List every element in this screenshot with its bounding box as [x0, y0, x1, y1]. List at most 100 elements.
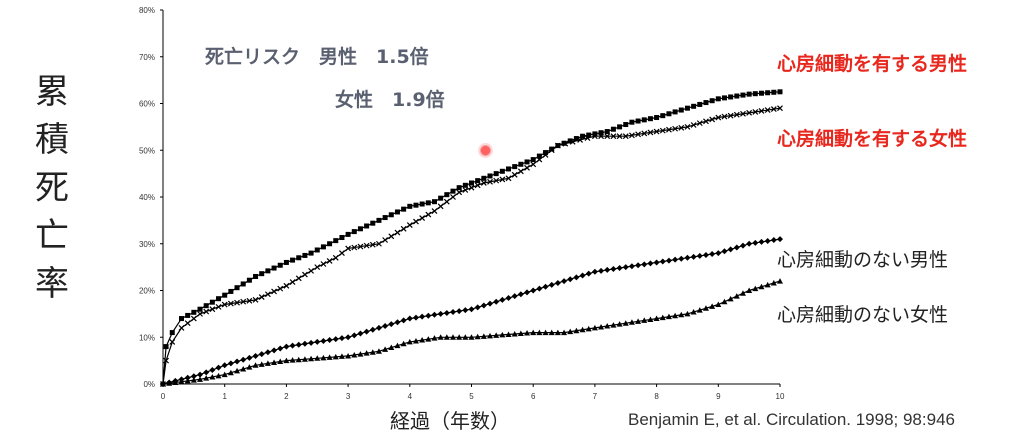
data-point-af-female	[178, 324, 185, 331]
data-point-af-male	[351, 229, 357, 235]
data-point-no-af-male	[449, 309, 456, 316]
data-point-no-af-female	[178, 378, 185, 385]
legend-no-af-female: 心房細動のない女性	[777, 304, 949, 326]
data-point-af-male	[647, 116, 653, 122]
data-point-af-male	[234, 285, 240, 291]
data-point-af-female	[246, 297, 253, 304]
data-point-no-af-female	[579, 326, 586, 333]
data-point-no-af-male	[604, 266, 611, 273]
data-point-af-male	[209, 299, 215, 305]
data-point-af-female	[690, 122, 697, 128]
data-point-af-male	[740, 92, 746, 98]
data-point-af-male	[678, 107, 684, 113]
data-point-no-af-male	[369, 326, 376, 333]
data-point-no-af-male	[709, 251, 716, 258]
data-point-no-af-male	[727, 246, 734, 253]
data-point-no-af-female	[419, 337, 426, 343]
data-point-no-af-female	[172, 379, 179, 385]
data-point-af-male	[228, 288, 234, 294]
data-point-af-male	[333, 238, 339, 244]
data-point-no-af-female	[369, 349, 376, 355]
data-point-no-af-female	[203, 375, 210, 381]
data-point-af-female	[394, 229, 401, 236]
data-point-af-male	[314, 247, 320, 253]
data-point-af-male	[197, 306, 203, 312]
data-point-no-af-female	[573, 327, 580, 334]
data-point-af-female	[584, 135, 591, 142]
data-point-af-female	[746, 109, 753, 116]
data-point-no-af-male	[412, 314, 419, 321]
data-point-af-female	[190, 315, 197, 322]
data-point-af-female	[493, 177, 500, 184]
data-point-af-female	[351, 244, 358, 251]
data-point-af-female	[505, 175, 512, 182]
data-point-af-female	[283, 282, 290, 289]
data-point-no-af-male	[382, 323, 389, 330]
data-point-af-female	[277, 285, 284, 292]
data-point-af-male	[475, 178, 481, 184]
data-point-no-af-male	[684, 254, 691, 261]
data-point-no-af-female	[770, 280, 777, 286]
data-point-no-af-female	[480, 333, 487, 339]
data-point-af-male	[308, 250, 314, 256]
data-point-af-female	[382, 237, 389, 243]
series-line-af-female	[162, 107, 781, 385]
data-point-no-af-male	[672, 256, 679, 263]
data-point-no-af-male	[271, 347, 278, 354]
data-point-af-female	[499, 176, 506, 183]
data-point-af-female	[339, 250, 345, 257]
data-point-af-female	[684, 123, 691, 130]
data-point-no-af-female	[394, 342, 401, 349]
data-point-af-female	[480, 180, 487, 186]
data-point-no-af-female	[684, 310, 691, 317]
data-point-af-male	[290, 257, 296, 263]
chart-ticks: 0% 10% 20% 30% 40% 50% 60% 70% 80% 0 1 2 3 4 5 6 7 8 9 10	[139, 6, 785, 401]
data-point-af-female	[320, 261, 327, 267]
data-point-no-af-female	[665, 313, 672, 320]
data-point-af-male	[623, 122, 629, 128]
data-point-af-male	[746, 91, 752, 97]
data-point-no-af-female	[406, 338, 413, 345]
data-point-af-female	[777, 105, 783, 112]
data-point-no-af-male	[264, 349, 271, 356]
data-point-no-af-male	[240, 356, 247, 363]
legend-af-male: 心房細動を有する男性	[777, 53, 968, 75]
y-tick-label: 50%	[139, 146, 155, 155]
data-point-af-male	[265, 268, 271, 274]
data-point-af-male	[169, 330, 175, 336]
data-point-no-af-female	[511, 330, 518, 337]
data-point-af-female	[314, 264, 321, 271]
data-point-af-female	[400, 225, 407, 232]
data-point-af-male	[524, 159, 530, 165]
x-tick-label: 0	[161, 392, 166, 401]
data-point-af-female	[437, 203, 444, 210]
data-point-af-female	[413, 218, 419, 225]
data-point-no-af-male	[702, 251, 709, 258]
data-point-af-male	[259, 271, 265, 277]
data-point-af-male	[567, 138, 573, 144]
data-point-af-male	[610, 126, 616, 132]
data-point-af-female	[542, 152, 549, 158]
data-point-no-af-female	[616, 321, 623, 327]
data-point-no-af-female	[468, 334, 475, 340]
data-point-af-female	[511, 171, 518, 178]
data-point-no-af-male	[258, 351, 265, 358]
x-tick-label: 8	[654, 392, 659, 401]
data-point-no-af-male	[345, 334, 352, 341]
data-point-af-female	[622, 133, 629, 140]
data-point-af-male	[456, 185, 462, 191]
data-point-af-male	[641, 117, 647, 123]
data-point-af-female	[332, 254, 339, 261]
data-point-af-male	[407, 203, 413, 209]
data-point-af-female	[672, 125, 679, 132]
data-point-no-af-male	[209, 366, 216, 373]
data-point-no-af-female	[209, 373, 216, 380]
data-point-no-af-female	[271, 359, 278, 365]
data-point-no-af-female	[363, 350, 370, 356]
data-point-no-af-female	[357, 351, 364, 357]
data-point-af-male	[549, 146, 555, 152]
data-point-no-af-female	[561, 329, 568, 336]
data-point-no-af-female	[295, 356, 302, 363]
data-point-af-female	[733, 111, 740, 118]
series-line-no-af-male	[162, 238, 781, 385]
